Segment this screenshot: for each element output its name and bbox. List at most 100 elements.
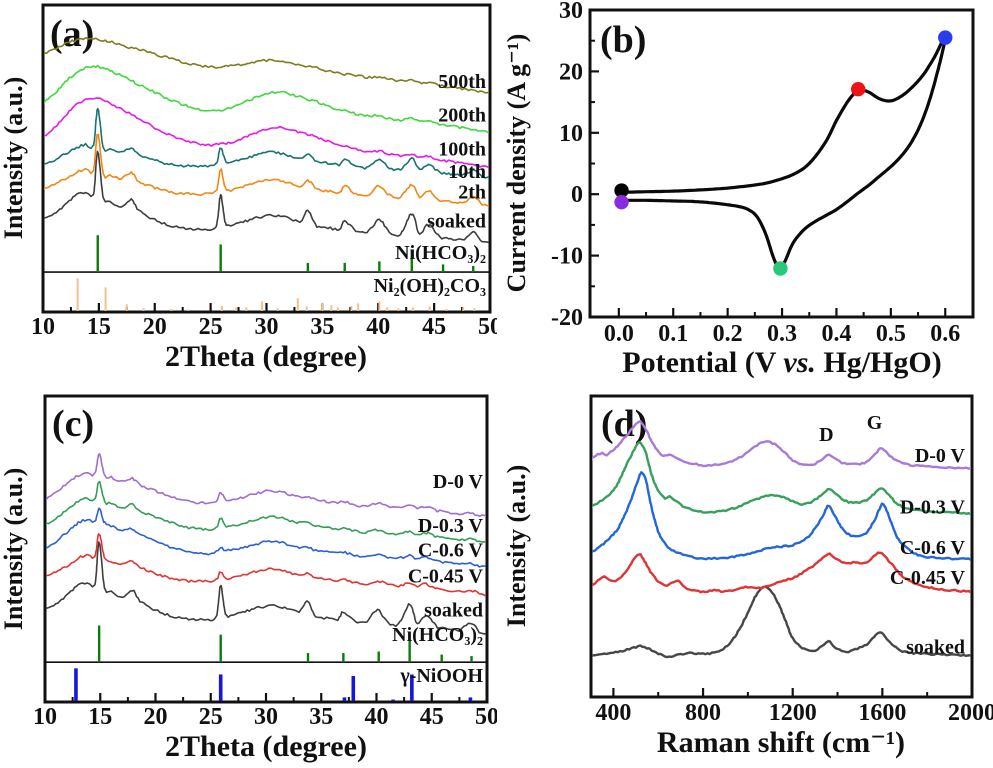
marker-purple-dot [614, 194, 629, 210]
curve-100th [44, 97, 489, 169]
curve-label-D-0 V: D-0 V [433, 471, 484, 493]
curve-soaked [46, 541, 486, 635]
x-tick-label: 15 [87, 314, 111, 340]
curve-label-C-0.45 V: C-0.45 V [408, 566, 484, 588]
curve-2th [44, 133, 489, 207]
x-axis-title: 2Theta (degree) [165, 730, 367, 763]
x-axis-title: Potential (V vs. Hg/HgO) [622, 346, 941, 379]
x-tick-label: 30 [254, 704, 278, 730]
marker-green-dot [773, 261, 788, 276]
x-tick-label: 0.5 [876, 321, 906, 347]
x-tick-label: 45 [420, 704, 444, 730]
x-tick-label: 20 [143, 314, 167, 340]
peak-annotation-G: G [867, 412, 883, 434]
ref-label: Ni(HCO₃)₂ [392, 624, 483, 646]
x-tick-label: 35 [310, 314, 334, 340]
curve-label-D-0 V: D-0 V [915, 445, 966, 467]
curve-soaked [592, 585, 971, 659]
curve-label-soaked: soaked [427, 211, 486, 233]
marker-blue-dot [938, 30, 953, 45]
x-axis-title: 2Theta (degree) [165, 340, 367, 373]
panel-d-raman: (d) Raman shift (cm⁻¹) Intensity (a.u.) 400… [497, 384, 993, 768]
y-axis-title: Intensity (a.u.) [0, 77, 28, 240]
curve-label-C-0.6 V: C-0.6 V [418, 540, 484, 562]
y-tick-label: -20 [551, 305, 583, 331]
curve-C-0.6 V [46, 507, 486, 568]
marker-red-dot [851, 82, 866, 97]
y-axis-title: Intensity (a.u.) [502, 465, 531, 628]
curve-label-200th: 200th [438, 105, 486, 127]
panel-letter: (c) [52, 403, 94, 445]
curve-label-C-0.6 V: C-0.6 V [900, 537, 966, 559]
x-tick-label: 0.6 [930, 321, 960, 347]
curve-label-2th: 2th [458, 181, 486, 203]
curve-label-100th: 100th [438, 138, 486, 160]
curve-C-0.6 V [592, 471, 971, 561]
ref-label: γ-NiOOH [399, 665, 483, 687]
curve-500th [44, 36, 489, 94]
x-tick-label: 30 [255, 314, 279, 340]
x-tick-label: 50 [475, 704, 497, 730]
raman-plot: (d)Raman shift (cm⁻¹)Intensity (a.u.)400… [502, 394, 993, 759]
curve-D-0 V [592, 420, 971, 470]
plot-frame [589, 394, 974, 699]
x-tick-label: 40 [365, 704, 389, 730]
x-tick-label: 15 [88, 704, 112, 730]
x-tick-label: 400 [595, 700, 631, 726]
curve-label-D-0.3 V: D-0.3 V [418, 515, 484, 537]
y-tick-label: 20 [559, 59, 583, 85]
x-tick-label: 10 [33, 704, 57, 730]
curve-C-0.45 V [46, 533, 486, 597]
x-tick-label: 35 [309, 704, 333, 730]
ref-label: Ni₂(OH)₂CO₃ [374, 275, 486, 297]
raman-group [592, 420, 971, 659]
x-tick-label: 25 [199, 704, 223, 730]
curve-label-C-0.45 V: C-0.45 V [890, 567, 966, 589]
x-tick-label: 0.4 [821, 321, 851, 347]
x-tick-label: 1600 [858, 700, 906, 726]
curve-label-soaked: soaked [906, 636, 965, 658]
cv-plot: (b) Potential (V vs. Hg/HgO) Current densi… [502, 0, 975, 379]
x-tick-label: 2000 [948, 700, 993, 726]
cv-curve [618, 35, 947, 270]
x-tick-label: 50 [478, 314, 497, 340]
y-tick-label: -10 [551, 244, 583, 270]
panel-b-cv-curve: (b) Potential (V vs. Hg/HgO) Current densi… [497, 0, 993, 384]
marker-black-dot [614, 183, 629, 198]
x-tick-label: 45 [422, 314, 446, 340]
x-axis-title: Raman shift (cm⁻¹) [657, 726, 905, 759]
cv-group [618, 35, 947, 270]
curve-soaked [44, 150, 489, 244]
peak-annotation-D: D [819, 424, 833, 446]
y-axis-title: Intensity (a.u.) [0, 468, 28, 631]
panel-a-xrd-cycling: (a) 2Theta (degree) Intensity (a.u.) 10 15 20… [0, 0, 497, 384]
curves-group [46, 453, 486, 701]
ref-label: Ni(HCO₃)₂ [395, 242, 486, 264]
plot-frame [41, 3, 492, 314]
panel-letter: (b) [600, 19, 646, 61]
x-tick-label: 0.0 [604, 321, 634, 347]
x-tick-label: 0.3 [767, 321, 797, 347]
y-axis-title: Current density (A g⁻¹) [502, 34, 531, 293]
x-tick-label: 40 [366, 314, 390, 340]
curve-D-0.3 V [46, 481, 486, 544]
curve-D-0.3 V [592, 441, 971, 516]
curve-C-0.45 V [592, 551, 971, 594]
curve-label-500th: 500th [438, 71, 486, 93]
panel-c-xrd-potentials: (c) 2Theta (degree) Intensity (a.u.) 10 15 20… [0, 384, 497, 768]
y-tick-label: 30 [559, 0, 583, 24]
curve-label-D-0.3 V: D-0.3 V [900, 496, 966, 518]
curve-10th [44, 107, 489, 179]
x-tick-label: 1200 [769, 700, 817, 726]
x-tick-label: 0.2 [713, 321, 743, 347]
curve-200th [44, 64, 489, 134]
y-tick-label: 10 [559, 121, 583, 147]
x-tick-label: 20 [144, 704, 168, 730]
curves-group [44, 36, 489, 311]
x-tick-label: 25 [199, 314, 223, 340]
x-tick-label: 10 [31, 314, 55, 340]
curve-label-10th: 10th [448, 161, 486, 183]
curve-label-soaked: soaked [424, 599, 483, 621]
xrd-plot-a: (a)2Theta (degree)Intensity (a.u.)10 15 20… [0, 3, 497, 373]
